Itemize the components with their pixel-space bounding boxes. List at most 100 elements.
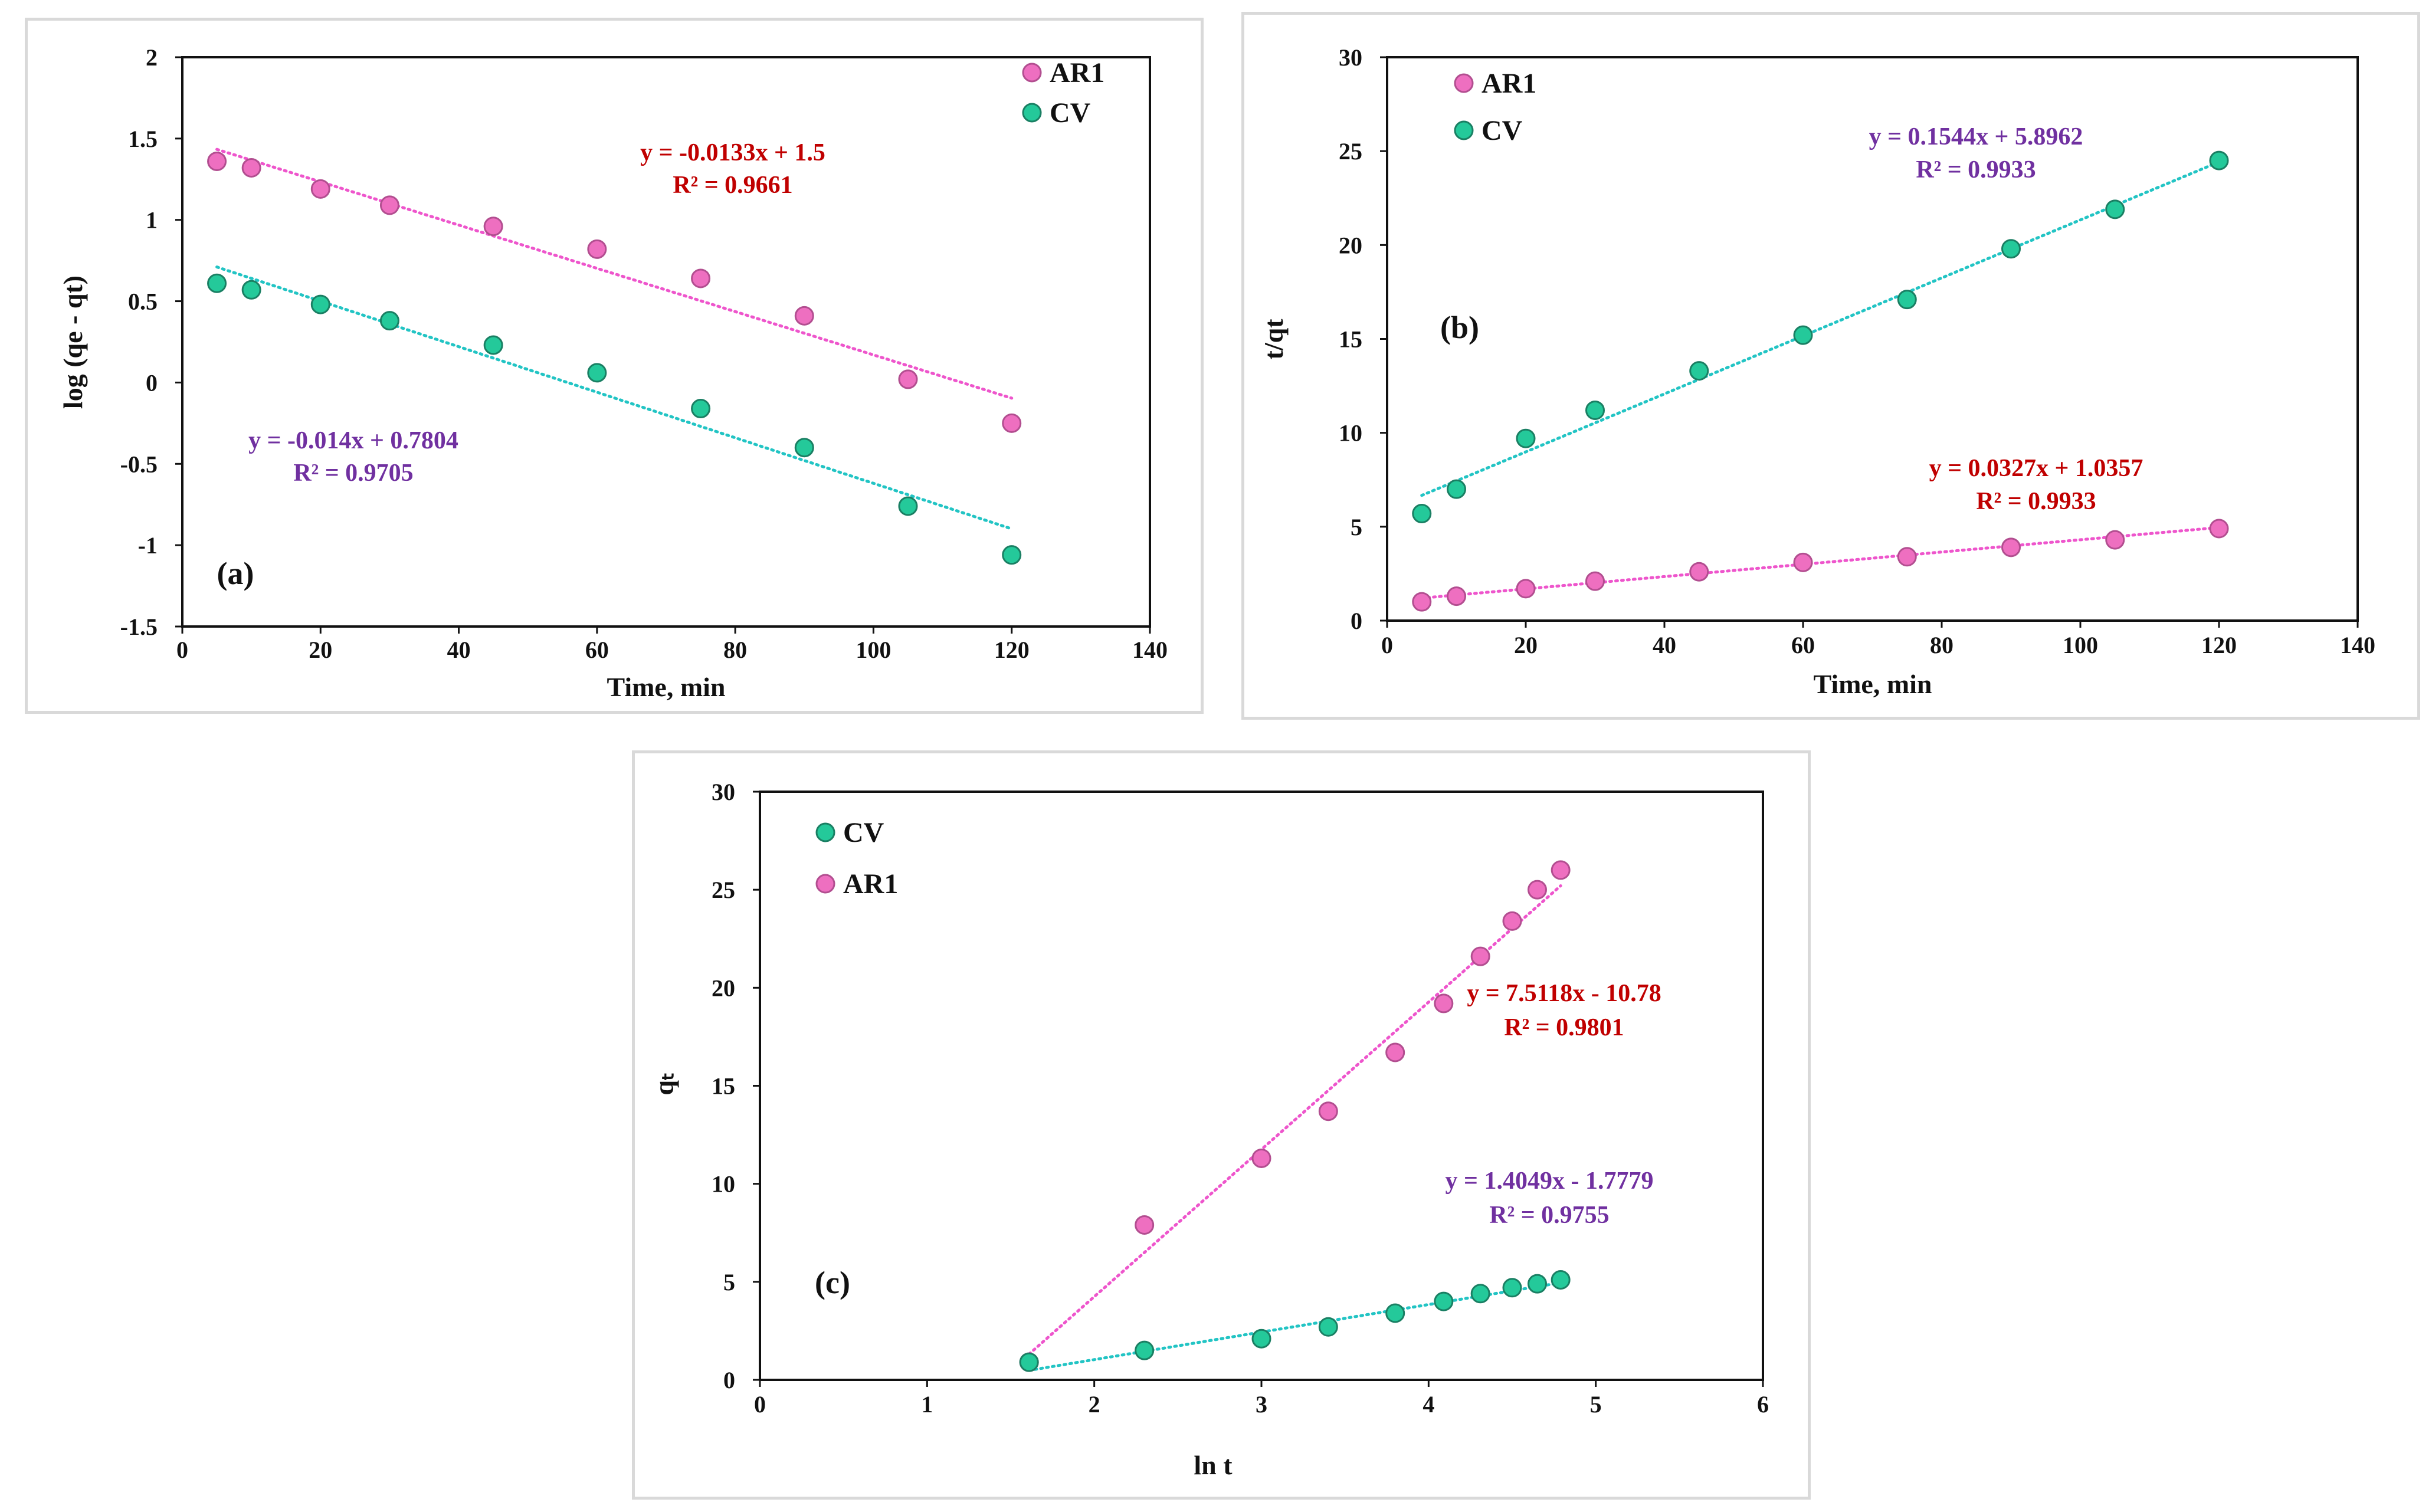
x-tick-label: 6 [1757, 1391, 1769, 1418]
x-tick-label: 0 [176, 637, 188, 663]
data-point-ar1 [1793, 552, 1813, 572]
y-tick-label: 10 [712, 1171, 735, 1198]
data-point-cv [1251, 1329, 1271, 1349]
data-point-ar1 [794, 306, 814, 326]
y-axis-title: t/qt [1258, 319, 1289, 360]
x-tick-label: 80 [1930, 632, 1954, 658]
trend-equation-cv: y = -0.014x + 0.7804 [248, 427, 458, 454]
data-point-ar1 [1434, 993, 1454, 1014]
data-point-cv [1551, 1270, 1571, 1290]
legend-label-cv: CV [1482, 115, 1523, 146]
data-point-cv [587, 363, 607, 383]
y-tick-label: 30 [712, 779, 735, 805]
x-tick-label: 0 [754, 1391, 766, 1418]
data-point-cv [1897, 290, 1917, 310]
x-tick-label: 1 [921, 1391, 933, 1418]
y-tick-label: 30 [1339, 44, 1362, 71]
y-tick-label: 5 [1351, 514, 1362, 540]
x-tick-label: 2 [1089, 1391, 1100, 1418]
trend-equation-cv: y = 0.1544x + 5.8962 [1869, 123, 2083, 150]
data-point-ar1 [310, 179, 330, 199]
trend-equation-ar1: y = -0.0133x + 1.5 [640, 139, 825, 166]
data-point-ar1 [1412, 592, 1432, 612]
x-tick-label: 20 [1514, 632, 1538, 658]
trend-equation-cv: y = 1.4049x - 1.7779 [1446, 1167, 1654, 1195]
data-point-cv [207, 273, 227, 293]
trendline-cv [1420, 160, 2221, 497]
legend-label-ar1: AR1 [1482, 68, 1536, 99]
y-tick-label: 20 [1339, 232, 1362, 258]
data-point-cv [1689, 361, 1709, 381]
data-point-ar1 [898, 369, 918, 389]
x-tick-label: 100 [856, 637, 891, 663]
x-axis-title: ln t [1194, 1450, 1233, 1480]
panel-label: (c) [815, 1265, 850, 1300]
data-point-cv [2209, 150, 2229, 170]
data-point-cv [379, 311, 399, 331]
data-point-ar1 [1528, 880, 1547, 900]
x-tick-label: 120 [994, 637, 1030, 663]
chart-panel-b: 0 20 40 60 80 100 120 140 0 5 10 15 20 25 30 Time, min t… [1241, 12, 2420, 720]
data-point-ar1 [1385, 1042, 1405, 1062]
legend-marker-ar1 [815, 874, 835, 894]
data-point-cv [1412, 504, 1432, 524]
data-point-ar1 [1502, 911, 1522, 931]
y-tick-label: -1 [138, 532, 158, 559]
x-tick-label: 0 [1381, 632, 1393, 658]
data-point-ar1 [379, 195, 399, 215]
legend-marker-cv [1022, 103, 1042, 123]
plot-area [181, 56, 1151, 628]
y-tick-label: 15 [712, 1073, 735, 1100]
data-point-cv [1793, 325, 1813, 345]
data-point-cv [1528, 1274, 1547, 1294]
x-tick-label: 40 [447, 637, 471, 663]
y-axis-title: log (qe - qt) [58, 275, 88, 409]
x-tick-label: 140 [1132, 637, 1168, 663]
data-point-cv [1002, 545, 1022, 565]
legend-marker-cv [815, 822, 835, 842]
data-point-cv [1516, 428, 1536, 448]
y-tick-label: 0.5 [128, 288, 158, 315]
x-axis-title: Time, min [607, 672, 725, 702]
y-tick-label: 0 [1351, 608, 1362, 634]
panel-label: (a) [217, 556, 254, 591]
y-tick-label: 0 [723, 1367, 735, 1393]
trend-r2-ar1: R² = 0.9801 [1504, 1014, 1624, 1041]
x-tick-label: 5 [1590, 1391, 1602, 1418]
data-point-ar1 [1689, 562, 1709, 582]
data-point-cv [1434, 1291, 1454, 1311]
y-tick-label: 5 [723, 1269, 735, 1295]
y-tick-label: -0.5 [120, 451, 158, 477]
data-point-cv [483, 335, 503, 355]
data-point-cv [691, 399, 711, 419]
y-tick-label: 25 [1339, 138, 1362, 165]
data-point-ar1 [1585, 571, 1605, 591]
data-point-ar1 [691, 268, 711, 288]
data-point-ar1 [241, 158, 261, 178]
legend-marker-ar1 [1022, 63, 1042, 83]
trend-equation-ar1: y = 7.5118x - 10.78 [1467, 980, 1661, 1007]
data-point-ar1 [1551, 860, 1571, 880]
x-tick-label: 60 [585, 637, 609, 663]
data-point-ar1 [1251, 1148, 1271, 1168]
x-tick-label: 120 [2201, 632, 2237, 658]
trendline-ar1 [1420, 526, 2221, 600]
legend-label-ar1: AR1 [843, 868, 898, 900]
y-tick-label: 25 [712, 877, 735, 903]
y-axis-title: qₜ [649, 1072, 679, 1095]
x-tick-label: 100 [2063, 632, 2098, 658]
x-tick-label: 60 [1791, 632, 1815, 658]
trendline-ar1 [215, 147, 1014, 400]
trend-r2-ar1: R² = 0.9933 [1976, 488, 2096, 515]
panel-label: (b) [1440, 310, 1479, 345]
data-point-ar1 [1447, 586, 1466, 606]
chart-a-svg: 0 20 40 60 80 100 120 140 -1.5 -1 -0.5 0 0.5 1 1.5 2 Tim… [58, 44, 1168, 702]
data-point-ar1 [1002, 413, 1022, 433]
chart-panel-a: 0 20 40 60 80 100 120 140 -1.5 -1 -0.5 0 0.5 1 1.5 2 Tim… [25, 18, 1204, 714]
legend-label-ar1: AR1 [1050, 57, 1104, 88]
y-tick-label: 20 [712, 975, 735, 1001]
data-point-cv [1585, 400, 1605, 420]
trend-r2-ar1: R² = 0.9661 [673, 172, 792, 199]
chart-b-svg: 0 20 40 60 80 100 120 140 0 5 10 15 20 25 30 Time, min t… [1258, 44, 2375, 699]
x-tick-label: 40 [1653, 632, 1676, 658]
